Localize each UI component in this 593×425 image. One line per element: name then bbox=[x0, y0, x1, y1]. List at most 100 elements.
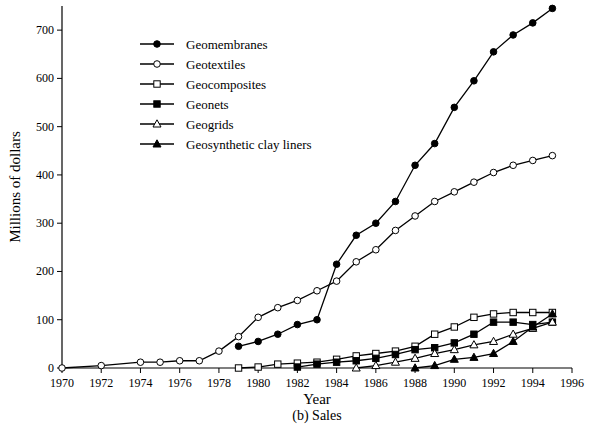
x-tick bbox=[493, 368, 494, 373]
legend-label: Geogrids bbox=[186, 117, 234, 132]
y-tick-label: 500 bbox=[36, 120, 54, 134]
legend-label: Geomembranes bbox=[186, 37, 268, 52]
x-tick-label: 1984 bbox=[325, 376, 349, 390]
data-point bbox=[471, 314, 477, 320]
data-point bbox=[549, 319, 555, 325]
y-axis-label: Millions of dollars bbox=[7, 131, 23, 243]
data-point bbox=[470, 341, 478, 348]
legend-marker bbox=[153, 120, 161, 127]
y-tick-label: 300 bbox=[36, 216, 54, 230]
data-point bbox=[471, 179, 478, 186]
data-point bbox=[490, 169, 497, 176]
data-point bbox=[255, 338, 262, 345]
series bbox=[235, 5, 555, 349]
data-point bbox=[216, 348, 223, 355]
data-point bbox=[255, 314, 262, 321]
data-point bbox=[137, 359, 144, 366]
y-tick-label: 700 bbox=[36, 23, 54, 37]
data-point bbox=[451, 324, 457, 330]
data-point bbox=[529, 323, 537, 330]
data-point bbox=[509, 330, 517, 337]
data-point bbox=[333, 278, 340, 285]
data-point bbox=[431, 198, 438, 205]
data-point bbox=[157, 359, 164, 366]
series bbox=[59, 152, 556, 371]
data-point bbox=[530, 309, 536, 315]
data-point bbox=[431, 361, 439, 368]
data-point bbox=[450, 345, 458, 352]
x-tick-label: 1970 bbox=[50, 376, 74, 390]
data-point bbox=[412, 213, 419, 220]
data-point bbox=[392, 227, 399, 234]
x-tick-label: 1988 bbox=[403, 376, 427, 390]
x-tick-label: 1980 bbox=[246, 376, 270, 390]
x-tick bbox=[218, 368, 219, 373]
data-point bbox=[549, 5, 556, 12]
data-point bbox=[353, 232, 360, 239]
y-tick bbox=[57, 78, 62, 79]
data-point bbox=[411, 354, 419, 361]
x-tick-label: 1974 bbox=[128, 376, 152, 390]
data-point bbox=[510, 162, 517, 169]
legend-label: Geonets bbox=[186, 97, 229, 112]
data-point bbox=[510, 309, 516, 315]
data-point bbox=[314, 316, 321, 323]
data-point bbox=[471, 331, 477, 337]
series-line bbox=[415, 314, 552, 368]
data-point bbox=[451, 189, 458, 196]
data-point bbox=[98, 362, 105, 369]
x-tick-label: 1990 bbox=[442, 376, 466, 390]
data-point bbox=[333, 359, 339, 365]
data-point bbox=[275, 361, 281, 367]
series-line bbox=[297, 322, 552, 367]
series-line bbox=[356, 322, 552, 368]
legend-marker bbox=[154, 41, 161, 48]
data-point bbox=[490, 311, 496, 317]
data-point bbox=[509, 337, 517, 344]
x-tick-label: 1992 bbox=[482, 376, 506, 390]
x-tick bbox=[532, 368, 533, 373]
data-point bbox=[372, 361, 380, 368]
data-point bbox=[392, 198, 399, 205]
data-point bbox=[510, 319, 516, 325]
data-point bbox=[548, 310, 556, 317]
legend-label: Geocomposites bbox=[186, 77, 266, 92]
y-tick bbox=[57, 126, 62, 127]
data-point bbox=[176, 357, 183, 364]
data-point bbox=[373, 220, 380, 227]
y-tick-label: 600 bbox=[36, 71, 54, 85]
data-point bbox=[471, 78, 478, 85]
data-point bbox=[235, 343, 242, 350]
data-point bbox=[391, 358, 399, 365]
data-point bbox=[314, 287, 321, 294]
data-point bbox=[294, 321, 301, 328]
x-tick-label: 1982 bbox=[285, 376, 309, 390]
data-point bbox=[235, 333, 242, 340]
series-line bbox=[62, 156, 552, 368]
x-tick bbox=[140, 368, 141, 373]
x-tick-label: 1972 bbox=[89, 376, 113, 390]
data-point bbox=[294, 297, 301, 304]
legend: GeomembranesGeotextilesGeocompositesGeon… bbox=[140, 37, 312, 152]
data-point bbox=[549, 152, 556, 159]
data-point bbox=[411, 364, 419, 371]
data-point bbox=[274, 304, 281, 311]
data-point bbox=[431, 140, 438, 147]
x-tick-label: 1986 bbox=[364, 376, 388, 390]
data-point bbox=[412, 346, 418, 352]
data-point bbox=[431, 331, 437, 337]
legend-marker bbox=[153, 140, 161, 147]
data-point bbox=[235, 365, 241, 371]
y-tick bbox=[57, 319, 62, 320]
data-point bbox=[529, 20, 536, 27]
data-point bbox=[294, 364, 300, 370]
x-axis-label: Year bbox=[303, 391, 331, 407]
y-tick bbox=[57, 223, 62, 224]
data-point bbox=[548, 318, 556, 325]
data-point bbox=[373, 246, 380, 253]
series bbox=[411, 310, 556, 371]
data-point bbox=[196, 357, 203, 364]
data-point bbox=[255, 364, 261, 370]
data-point bbox=[431, 349, 439, 356]
caption: (b) Sales bbox=[292, 408, 341, 424]
